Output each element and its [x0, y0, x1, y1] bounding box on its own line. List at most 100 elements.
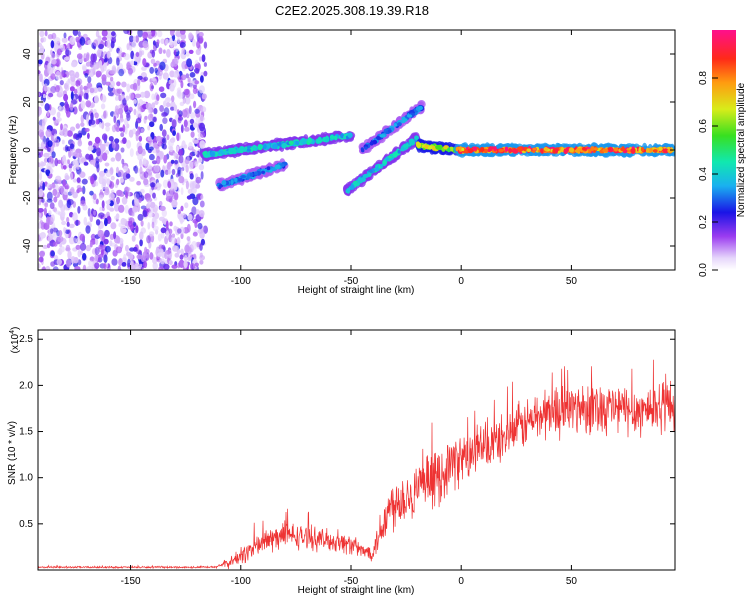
- spectrogram-noise-blob: [118, 204, 125, 213]
- colorbar: 0.0 0.2 0.4 0.6 0.8 Normalized spectral ampl…: [698, 30, 747, 277]
- snr-frame: [37, 329, 676, 571]
- spectrogram-track-point: [254, 171, 258, 176]
- spectrogram-noise-blob: [104, 186, 109, 193]
- spectrogram-noise-blob: [52, 116, 56, 121]
- colorbar-tick-label: 0.4: [698, 167, 709, 181]
- spectrogram-noise-blob: [158, 266, 164, 270]
- spectrogram-noise-blob: [94, 95, 99, 104]
- spectrogram-noise-blob: [57, 159, 62, 164]
- spectrogram-noise-blob: [138, 135, 143, 142]
- spectrogram-noise-blob: [121, 262, 127, 267]
- spectrogram-noise-blob: [159, 205, 166, 212]
- spectrogram-noise-blob: [197, 228, 204, 234]
- spectrogram-noise-blob: [90, 112, 94, 121]
- spectrogram-noise-blob: [98, 43, 104, 50]
- spectrogram-noise-blob: [95, 198, 99, 205]
- spectrogram-noise-blob: [111, 31, 116, 37]
- spectrogram-noise-blob: [83, 161, 89, 166]
- snr-x-ticks: -150 -100 -50 0 50: [121, 330, 577, 587]
- spectrogram-noise-blob: [118, 107, 124, 115]
- spectrogram-track-point: [230, 179, 234, 186]
- spectrogram-noise-blob: [79, 233, 86, 241]
- spectrogram-noise-blob: [126, 251, 131, 257]
- spectrogram-noise-blob: [152, 262, 158, 270]
- spectrogram-noise-blob: [45, 129, 52, 138]
- spectrogram-noise-blob: [165, 220, 169, 229]
- spectrogram-noise-blob: [203, 70, 208, 77]
- spectrogram-noise-blob: [149, 182, 156, 188]
- spectrogram-noise-blob: [156, 182, 160, 187]
- spectrogram-track-point: [234, 177, 238, 182]
- spectrogram-noise-blob: [106, 211, 110, 218]
- spectrogram-noise-blob: [80, 200, 86, 207]
- spectrogram-noise-blob: [193, 100, 197, 109]
- spectrogram-noise-blob: [47, 66, 54, 75]
- spectrogram-track-point: [350, 184, 355, 190]
- spectrogram-noise-blob: [198, 210, 205, 218]
- spectrogram-noise-blob: [200, 131, 205, 138]
- spectrogram-noise-blob: [96, 147, 101, 157]
- spectrogram-noise-blob: [94, 253, 99, 262]
- spectrogram-noise-blob: [192, 139, 199, 144]
- spectrogram-noise-blob: [113, 115, 117, 124]
- spectrogram-track-point: [652, 149, 658, 153]
- spectrogram-noise-blob: [144, 115, 148, 120]
- spectrogram-noise-blob: [165, 97, 172, 103]
- spectrogram-noise-blob: [181, 109, 188, 118]
- spectrogram-noise-blob: [179, 101, 185, 107]
- spectrogram-noise-blob: [105, 125, 110, 132]
- spectrogram-track-point: [554, 148, 559, 154]
- spectrogram-noise-blob: [109, 70, 116, 75]
- spectrogram-noise-blob: [104, 58, 108, 63]
- spectrogram-noise-blob: [176, 132, 180, 142]
- spectrogram-noise-blob: [177, 92, 184, 99]
- spectrogram-noise-blob: [105, 200, 111, 205]
- spectrogram-noise-blob: [188, 32, 193, 40]
- spectrogram-noise-blob: [136, 180, 142, 186]
- spectrogram-noise-blob: [151, 93, 156, 101]
- spectrogram-track-point: [517, 146, 523, 152]
- spectrogram-noise-blob: [65, 233, 69, 239]
- spectrogram-noise-blob: [149, 231, 155, 237]
- spectrogram-noise-blob: [184, 202, 189, 209]
- spectrogram-noise-blob: [135, 117, 142, 124]
- spectrogram-noise-blob: [129, 148, 134, 158]
- spectrogram-noise-blob: [80, 157, 87, 163]
- spectrogram-noise-blob: [139, 159, 143, 167]
- spectrogram-noise-blob: [191, 240, 198, 250]
- spectrogram-y-tick-label: 40: [22, 48, 33, 60]
- spectrogram-noise-blob: [122, 97, 127, 106]
- spectrogram-noise-blob: [166, 164, 171, 170]
- spectrogram-noise-blob: [42, 37, 47, 43]
- spectrogram-noise-blob: [46, 147, 51, 152]
- spectrogram-noise-blob: [114, 122, 120, 130]
- spectrogram-noise-blob: [75, 244, 81, 250]
- spectrogram-noise-blob: [176, 146, 180, 152]
- spectrogram-noise-blob: [187, 188, 193, 195]
- spectrogram-region-track-3: [342, 132, 421, 197]
- spectrogram-noise-blob: [63, 93, 69, 102]
- spectrogram-noise-blob: [194, 262, 199, 267]
- spectrogram-noise-blob: [79, 90, 84, 96]
- spectrogram-noise-blob: [187, 252, 193, 260]
- spectrogram-noise-blob: [120, 228, 127, 233]
- spectrogram-noise-blob: [42, 181, 46, 191]
- spectrogram-noise-blob: [198, 85, 205, 94]
- spectrogram-noise-blob: [158, 200, 163, 207]
- spectrogram-noise-blob: [77, 249, 82, 258]
- spectrogram-noise-blob: [63, 32, 67, 39]
- spectrogram-noise-blob: [156, 39, 160, 45]
- snr-x-tick-label: -50: [344, 576, 359, 587]
- spectrogram-noise-blob: [203, 41, 208, 49]
- spectrogram-noise-blob: [118, 118, 124, 123]
- spectrogram-noise-blob: [137, 145, 143, 155]
- spectrogram-noise-blob: [98, 170, 106, 177]
- spectrogram-noise-blob: [199, 122, 205, 132]
- spectrogram-noise-blob: [70, 71, 74, 78]
- spectrogram-noise-blob: [169, 30, 175, 37]
- spectrogram-noise-blob: [38, 129, 45, 138]
- spectrogram-noise-blob: [146, 197, 153, 203]
- spectrogram-noise-blob: [89, 190, 94, 196]
- spectrogram-noise-blob: [111, 258, 118, 266]
- spectrogram-noise-blob: [177, 149, 184, 156]
